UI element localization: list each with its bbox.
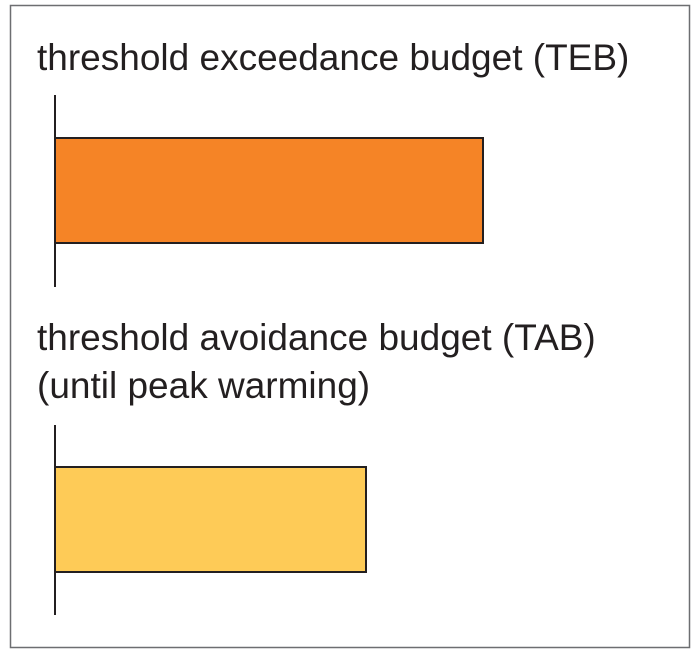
tab-sublabel: (until peak warming) [37,365,370,406]
tab-label: threshold avoidance budget (TAB) [37,317,596,358]
tab-bar [54,466,367,573]
teb-label: threshold exceedance budget (TEB) [37,37,629,78]
teb-bar [54,137,484,244]
